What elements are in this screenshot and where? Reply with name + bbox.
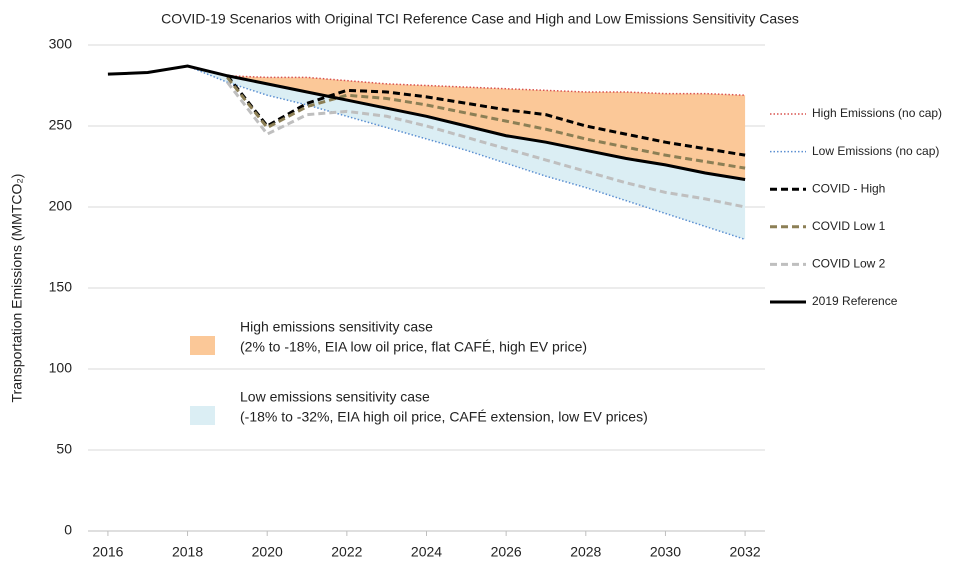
- x-tick-label: 2022: [331, 544, 362, 560]
- series-line: [187, 65, 746, 96]
- series-line: [226, 81, 746, 209]
- series-line: [187, 65, 746, 241]
- legend-label: Low Emissions (no cap): [812, 144, 939, 158]
- chart-title: COVID-19 Scenarios with Original TCI Ref…: [161, 11, 799, 27]
- band-legend-description: (2% to -18%, EIA low oil price, flat CAF…: [240, 339, 587, 355]
- sensitivity-band: [187, 66, 746, 180]
- x-tick-label: 2020: [252, 544, 283, 560]
- x-tick-label: 2026: [491, 544, 522, 560]
- x-tick-label: 2024: [411, 544, 442, 560]
- y-tick-label: 250: [49, 117, 73, 133]
- legend-label: 2019 Reference: [812, 294, 898, 308]
- series-line: [226, 74, 746, 157]
- band-legend-swatch: [190, 406, 215, 425]
- y-tick-label: 300: [49, 36, 73, 52]
- band-legend-label: Low emissions sensitivity case: [240, 389, 430, 405]
- y-tick-label: 50: [56, 441, 72, 457]
- band-legend-swatch: [190, 336, 215, 355]
- x-tick-label: 2016: [92, 544, 123, 560]
- x-tick-label: 2032: [730, 544, 761, 560]
- legend-label: High Emissions (no cap): [812, 106, 942, 120]
- y-tick-label: 150: [49, 279, 73, 295]
- legend-label: COVID Low 1: [812, 219, 886, 233]
- x-tick-label: 2018: [172, 544, 203, 560]
- band-legend-label: High emissions sensitivity case: [240, 319, 433, 335]
- series-line: [226, 76, 746, 170]
- x-tick-label: 2028: [570, 544, 601, 560]
- legend-label: COVID Low 2: [812, 257, 886, 271]
- sensitivity-band: [187, 66, 746, 240]
- legend-label: COVID - High: [812, 181, 885, 195]
- y-tick-label: 200: [49, 198, 73, 214]
- y-tick-label: 0: [64, 522, 72, 538]
- x-tick-label: 2030: [650, 544, 681, 560]
- y-axis-label: Transportation Emissions (MMTCO₂): [9, 174, 25, 403]
- y-tick-label: 100: [49, 360, 73, 376]
- band-legend-description: (-18% to -32%, EIA high oil price, CAFÉ …: [240, 409, 648, 425]
- series-line: [107, 64, 746, 181]
